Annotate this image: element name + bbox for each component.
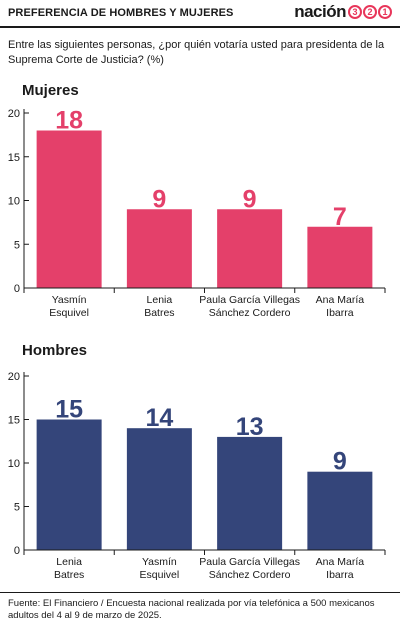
bar-value-label: 14 bbox=[145, 404, 173, 432]
bar-value-label: 7 bbox=[333, 203, 347, 231]
brand-digit-circle: 1 bbox=[378, 5, 392, 19]
category-label: Paula García Villegas bbox=[199, 294, 300, 306]
y-tick-label: 5 bbox=[14, 239, 20, 251]
category-label: Ana María bbox=[316, 556, 365, 568]
category-label: Esquivel bbox=[49, 307, 89, 319]
category-label: Batres bbox=[54, 569, 84, 581]
bar bbox=[217, 436, 283, 550]
category-label: Ibarra bbox=[326, 307, 354, 319]
y-tick-label: 20 bbox=[8, 371, 20, 383]
header-divider bbox=[0, 26, 400, 28]
category-label: Esquivel bbox=[140, 569, 180, 581]
y-tick-label: 0 bbox=[14, 545, 20, 557]
category-label: Ibarra bbox=[326, 569, 354, 581]
category-label: Yasmín bbox=[142, 556, 177, 568]
category-label: Sánchez Cordero bbox=[209, 307, 291, 319]
bar bbox=[36, 130, 102, 288]
bar-value-label: 18 bbox=[55, 107, 83, 135]
bar bbox=[217, 209, 283, 288]
category-label: Paula García Villegas bbox=[199, 556, 300, 568]
bar-value-label: 9 bbox=[333, 448, 347, 476]
header-title: PREFERENCIA DE HOMBRES Y MUJERES bbox=[8, 7, 234, 19]
bar bbox=[126, 428, 192, 550]
y-tick-label: 20 bbox=[8, 108, 20, 120]
bar bbox=[307, 226, 373, 288]
y-tick-label: 10 bbox=[8, 458, 20, 470]
category-label: Batres bbox=[144, 307, 174, 319]
brand-digit-circle: 2 bbox=[363, 5, 377, 19]
bar-value-label: 13 bbox=[236, 413, 264, 441]
brand-digits: 3 2 1 bbox=[347, 5, 392, 19]
brand-digit-circle: 3 bbox=[348, 5, 362, 19]
y-tick-label: 15 bbox=[8, 415, 20, 427]
bar bbox=[36, 419, 102, 550]
y-tick-label: 10 bbox=[8, 196, 20, 208]
header-bar: PREFERENCIA DE HOMBRES Y MUJERES nación … bbox=[0, 0, 400, 26]
category-label: Lenia bbox=[56, 556, 82, 568]
chart-title: Mujeres bbox=[22, 82, 79, 99]
brand-word: nación bbox=[294, 2, 346, 21]
y-tick-label: 15 bbox=[8, 152, 20, 164]
brand-logo: nación 3 2 1 bbox=[294, 2, 392, 22]
bar-value-label: 9 bbox=[243, 185, 257, 213]
bar bbox=[307, 471, 373, 550]
chart-title: Hombres bbox=[22, 342, 87, 359]
category-label: Sánchez Cordero bbox=[209, 569, 291, 581]
category-label: Ana María bbox=[316, 294, 365, 306]
source-note: Fuente: El Financiero / Encuesta naciona… bbox=[8, 598, 375, 621]
y-tick-label: 0 bbox=[14, 283, 20, 295]
bar bbox=[126, 209, 192, 288]
survey-question: Entre las siguientes personas, ¿por quié… bbox=[8, 39, 385, 66]
footer-divider bbox=[0, 592, 400, 593]
bar-value-label: 15 bbox=[55, 396, 83, 424]
category-label: Yasmín bbox=[52, 294, 87, 306]
category-label: Lenia bbox=[147, 294, 173, 306]
y-tick-label: 5 bbox=[14, 502, 20, 514]
bar-value-label: 9 bbox=[152, 185, 166, 213]
